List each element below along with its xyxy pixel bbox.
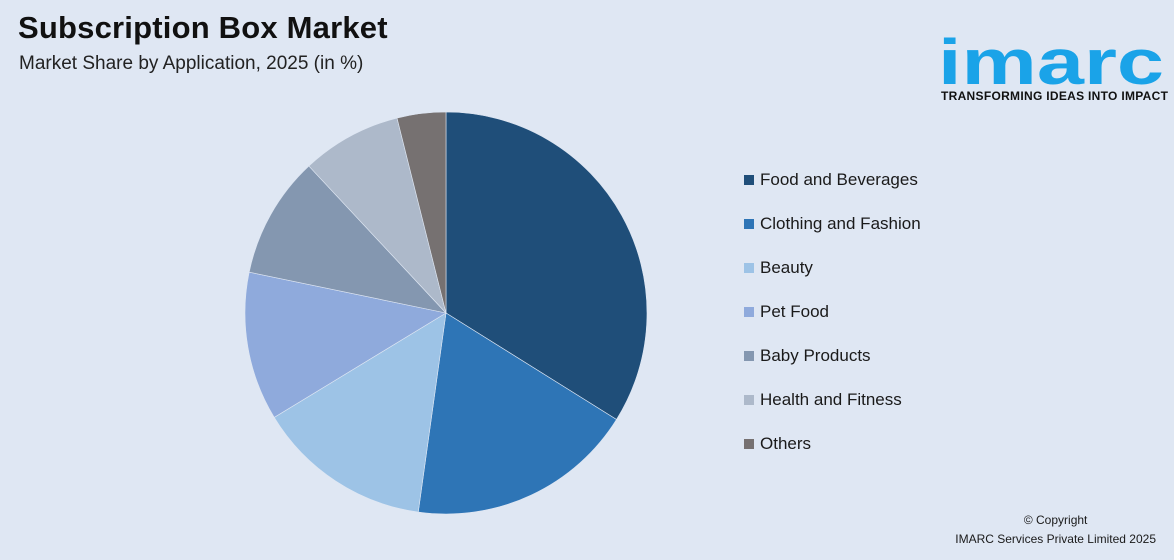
- logo-tagline: TRANSFORMING IDEAS INTO IMPACT: [941, 89, 1169, 103]
- legend-label: Baby Products: [760, 346, 871, 365]
- legend-label: Clothing and Fashion: [760, 214, 921, 233]
- legend-label: Food and Beverages: [760, 170, 918, 189]
- svg-text:imarc: imarc: [938, 26, 1164, 90]
- legend-label: Pet Food: [760, 302, 829, 321]
- chart-legend: Food and Beverages Clothing and Fashion Be…: [744, 158, 921, 466]
- copyright-line-1: © Copyright: [1023, 513, 1088, 527]
- legend-item-beauty: Beauty: [744, 246, 921, 290]
- chart-title: Subscription Box Market: [18, 10, 388, 45]
- pie-slice-clothing-and-fashion: [417, 312, 617, 515]
- legend-swatch: [744, 219, 754, 229]
- chart-subtitle: Market Share by Application, 2025 (in %): [19, 53, 364, 74]
- legend-label: Health and Fitness: [760, 390, 902, 409]
- pie-slice-health-and-fitness: [308, 117, 447, 314]
- legend-item-health-and-fitness: Health and Fitness: [744, 378, 921, 422]
- legend-swatch: [744, 175, 754, 185]
- pie-slice-food-and-beverages: [445, 111, 648, 420]
- copyright-line-2: IMARC Services Private Limited 2025: [955, 532, 1156, 546]
- legend-item-food-and-beverages: Food and Beverages: [744, 158, 921, 202]
- pie-slice-beauty: [273, 312, 447, 513]
- legend-label: Beauty: [760, 258, 813, 277]
- legend-item-pet-food: Pet Food: [744, 290, 921, 334]
- legend-swatch: [744, 263, 754, 273]
- legend-item-clothing-and-fashion: Clothing and Fashion: [744, 202, 921, 246]
- legend-item-others: Others: [744, 422, 921, 466]
- pie-slice-baby-products: [248, 165, 447, 314]
- legend-label: Others: [760, 434, 812, 453]
- imarc-logo-wordmark: imarc: [938, 26, 1164, 90]
- legend-swatch: [744, 439, 754, 449]
- pie-slice-pet-food: [244, 271, 447, 418]
- pie-slice-others: [396, 111, 447, 314]
- copyright-notice: © Copyright IMARC Services Private Limit…: [955, 511, 1156, 549]
- legend-item-baby-products: Baby Products: [744, 334, 921, 378]
- imarc-logo: imarc TRANSFORMING IDEAS INTO IMPACT: [938, 8, 1169, 108]
- legend-swatch: [744, 307, 754, 317]
- legend-swatch: [744, 351, 754, 361]
- legend-swatch: [744, 395, 754, 405]
